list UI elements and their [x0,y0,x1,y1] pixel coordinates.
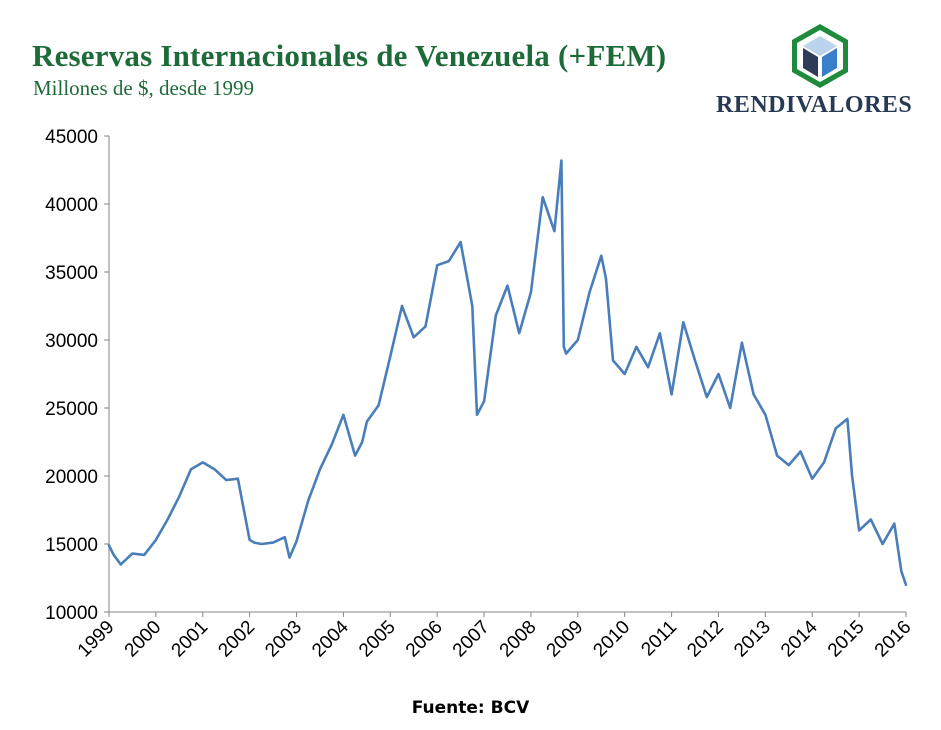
x-axis: 1999 2000 2001 2002 2003 2004 2005 2006 2007 2008… [74,611,916,662]
y-tick-label: 30000 [45,331,98,352]
x-tick-label: 2005 [355,617,400,662]
y-tick-label: 40000 [45,195,98,216]
x-tick-label: 2003 [261,617,306,662]
x-tick-label: 2014 [777,616,822,661]
y-tick-label: 25000 [45,399,98,420]
chart-subtitle: Millones de $, desde 1999 [33,76,255,100]
x-tick-label: 2009 [543,617,588,662]
brand-logo: RENDIVALORES [716,22,926,122]
x-tick-label: 2002 [214,617,259,662]
x-tick-label: 2001 [168,617,213,662]
x-tick-label: 2008 [496,617,541,662]
chart-title: Reservas Internacionales de Venezuela (+… [32,38,667,73]
x-tick-label: 2000 [121,617,166,662]
y-tick-label: 20000 [45,467,98,488]
series-group [107,159,908,587]
x-tick-label: 2016 [871,617,916,662]
x-tick-label: 2013 [730,617,775,662]
y-tick-label: 45000 [45,127,98,148]
x-tick-label: 2012 [683,617,728,662]
source-note: Fuente: BCV [411,698,530,718]
y-tick-label: 10000 [45,603,98,624]
y-tick-label: 35000 [45,263,98,284]
y-axis: 10000 15000 20000 25000 30000 35000 40000 45000 [45,127,110,624]
x-tick-label: 2007 [449,617,494,662]
y-tick-label: 15000 [45,535,98,556]
x-tick-label: 2006 [402,617,447,662]
brand-name: RENDIVALORES [716,92,913,118]
x-tick-label: 2011 [637,617,681,661]
x-tick-label: 2010 [589,617,634,662]
cube-logo-icon [792,24,848,88]
x-tick-label: 2015 [824,617,869,662]
series-line [107,159,908,587]
x-tick-label: 2004 [308,616,353,661]
